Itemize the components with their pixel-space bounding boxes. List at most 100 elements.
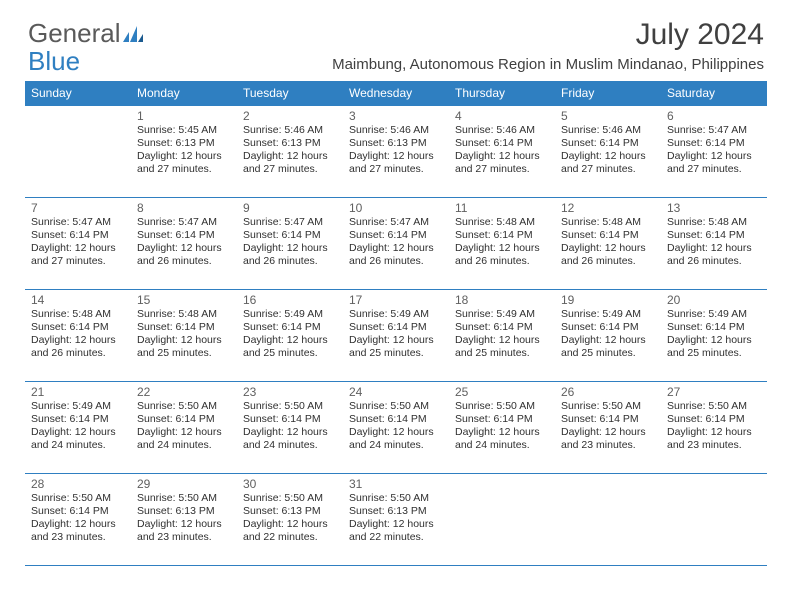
sunrise-text: Sunrise: 5:50 AM (349, 400, 443, 413)
week-row: 1Sunrise: 5:45 AMSunset: 6:13 PMDaylight… (25, 106, 767, 198)
daylight-text: Daylight: 12 hours and 24 minutes. (137, 426, 231, 452)
day-cell: 20Sunrise: 5:49 AMSunset: 6:14 PMDayligh… (661, 290, 767, 382)
day-cell: 23Sunrise: 5:50 AMSunset: 6:14 PMDayligh… (237, 382, 343, 474)
day-number: 3 (349, 109, 443, 123)
day-cell (555, 474, 661, 566)
sunrise-text: Sunrise: 5:47 AM (243, 216, 337, 229)
day-info: Sunrise: 5:49 AMSunset: 6:14 PMDaylight:… (667, 308, 761, 361)
sunrise-text: Sunrise: 5:47 AM (137, 216, 231, 229)
day-number: 20 (667, 293, 761, 307)
sunrise-text: Sunrise: 5:48 AM (667, 216, 761, 229)
week-row: 28Sunrise: 5:50 AMSunset: 6:14 PMDayligh… (25, 474, 767, 566)
sunset-text: Sunset: 6:14 PM (31, 321, 125, 334)
daylight-text: Daylight: 12 hours and 26 minutes. (455, 242, 549, 268)
sunrise-text: Sunrise: 5:50 AM (137, 492, 231, 505)
day-cell: 30Sunrise: 5:50 AMSunset: 6:13 PMDayligh… (237, 474, 343, 566)
daylight-text: Daylight: 12 hours and 26 minutes. (243, 242, 337, 268)
day-header: Monday (131, 81, 237, 106)
sunset-text: Sunset: 6:13 PM (349, 505, 443, 518)
day-info: Sunrise: 5:46 AMSunset: 6:13 PMDaylight:… (349, 124, 443, 177)
sunrise-text: Sunrise: 5:46 AM (455, 124, 549, 137)
sunset-text: Sunset: 6:14 PM (137, 413, 231, 426)
brand-text1: General (28, 18, 121, 49)
daylight-text: Daylight: 12 hours and 27 minutes. (243, 150, 337, 176)
day-cell: 21Sunrise: 5:49 AMSunset: 6:14 PMDayligh… (25, 382, 131, 474)
daylight-text: Daylight: 12 hours and 25 minutes. (137, 334, 231, 360)
sunrise-text: Sunrise: 5:50 AM (349, 492, 443, 505)
day-cell: 18Sunrise: 5:49 AMSunset: 6:14 PMDayligh… (449, 290, 555, 382)
day-info: Sunrise: 5:47 AMSunset: 6:14 PMDaylight:… (137, 216, 231, 269)
day-cell: 6Sunrise: 5:47 AMSunset: 6:14 PMDaylight… (661, 106, 767, 198)
daylight-text: Daylight: 12 hours and 25 minutes. (667, 334, 761, 360)
day-number: 17 (349, 293, 443, 307)
sunset-text: Sunset: 6:14 PM (667, 137, 761, 150)
day-cell: 26Sunrise: 5:50 AMSunset: 6:14 PMDayligh… (555, 382, 661, 474)
sunrise-text: Sunrise: 5:49 AM (243, 308, 337, 321)
day-info: Sunrise: 5:46 AMSunset: 6:14 PMDaylight:… (455, 124, 549, 177)
day-cell: 19Sunrise: 5:49 AMSunset: 6:14 PMDayligh… (555, 290, 661, 382)
sunrise-text: Sunrise: 5:47 AM (667, 124, 761, 137)
sunset-text: Sunset: 6:14 PM (31, 229, 125, 242)
day-cell: 8Sunrise: 5:47 AMSunset: 6:14 PMDaylight… (131, 198, 237, 290)
daylight-text: Daylight: 12 hours and 27 minutes. (455, 150, 549, 176)
sunrise-text: Sunrise: 5:45 AM (137, 124, 231, 137)
sunset-text: Sunset: 6:14 PM (561, 321, 655, 334)
sunrise-text: Sunrise: 5:50 AM (243, 400, 337, 413)
day-number: 21 (31, 385, 125, 399)
day-header: Sunday (25, 81, 131, 106)
sunrise-text: Sunrise: 5:48 AM (31, 308, 125, 321)
day-info: Sunrise: 5:50 AMSunset: 6:14 PMDaylight:… (561, 400, 655, 453)
day-info: Sunrise: 5:50 AMSunset: 6:14 PMDaylight:… (31, 492, 125, 545)
daylight-text: Daylight: 12 hours and 24 minutes. (349, 426, 443, 452)
daylight-text: Daylight: 12 hours and 27 minutes. (349, 150, 443, 176)
sunrise-text: Sunrise: 5:46 AM (561, 124, 655, 137)
daylight-text: Daylight: 12 hours and 25 minutes. (349, 334, 443, 360)
daylight-text: Daylight: 12 hours and 22 minutes. (349, 518, 443, 544)
day-cell: 25Sunrise: 5:50 AMSunset: 6:14 PMDayligh… (449, 382, 555, 474)
day-cell: 22Sunrise: 5:50 AMSunset: 6:14 PMDayligh… (131, 382, 237, 474)
day-header: Tuesday (237, 81, 343, 106)
calendar-table: Sunday Monday Tuesday Wednesday Thursday… (25, 81, 767, 566)
brand-logo: General (28, 18, 145, 49)
day-cell: 16Sunrise: 5:49 AMSunset: 6:14 PMDayligh… (237, 290, 343, 382)
day-cell: 3Sunrise: 5:46 AMSunset: 6:13 PMDaylight… (343, 106, 449, 198)
week-row: 7Sunrise: 5:47 AMSunset: 6:14 PMDaylight… (25, 198, 767, 290)
day-info: Sunrise: 5:50 AMSunset: 6:14 PMDaylight:… (349, 400, 443, 453)
day-info: Sunrise: 5:49 AMSunset: 6:14 PMDaylight:… (561, 308, 655, 361)
sunset-text: Sunset: 6:13 PM (137, 505, 231, 518)
day-number: 13 (667, 201, 761, 215)
sunset-text: Sunset: 6:14 PM (561, 229, 655, 242)
day-cell: 5Sunrise: 5:46 AMSunset: 6:14 PMDaylight… (555, 106, 661, 198)
day-cell: 31Sunrise: 5:50 AMSunset: 6:13 PMDayligh… (343, 474, 449, 566)
day-header: Thursday (449, 81, 555, 106)
sunset-text: Sunset: 6:14 PM (455, 413, 549, 426)
day-number: 6 (667, 109, 761, 123)
day-number: 27 (667, 385, 761, 399)
day-number: 23 (243, 385, 337, 399)
brand-chart-icon (123, 18, 145, 49)
day-number: 4 (455, 109, 549, 123)
day-cell: 12Sunrise: 5:48 AMSunset: 6:14 PMDayligh… (555, 198, 661, 290)
day-number: 26 (561, 385, 655, 399)
day-info: Sunrise: 5:48 AMSunset: 6:14 PMDaylight:… (31, 308, 125, 361)
day-number: 10 (349, 201, 443, 215)
daylight-text: Daylight: 12 hours and 24 minutes. (455, 426, 549, 452)
daylight-text: Daylight: 12 hours and 27 minutes. (31, 242, 125, 268)
day-header: Saturday (661, 81, 767, 106)
daylight-text: Daylight: 12 hours and 26 minutes. (667, 242, 761, 268)
day-header-row: Sunday Monday Tuesday Wednesday Thursday… (25, 81, 767, 106)
day-info: Sunrise: 5:49 AMSunset: 6:14 PMDaylight:… (31, 400, 125, 453)
daylight-text: Daylight: 12 hours and 22 minutes. (243, 518, 337, 544)
daylight-text: Daylight: 12 hours and 25 minutes. (455, 334, 549, 360)
day-number: 14 (31, 293, 125, 307)
day-info: Sunrise: 5:47 AMSunset: 6:14 PMDaylight:… (667, 124, 761, 177)
day-info: Sunrise: 5:50 AMSunset: 6:14 PMDaylight:… (455, 400, 549, 453)
sunset-text: Sunset: 6:14 PM (243, 321, 337, 334)
sunrise-text: Sunrise: 5:48 AM (137, 308, 231, 321)
sunrise-text: Sunrise: 5:50 AM (561, 400, 655, 413)
day-info: Sunrise: 5:49 AMSunset: 6:14 PMDaylight:… (349, 308, 443, 361)
day-info: Sunrise: 5:50 AMSunset: 6:13 PMDaylight:… (243, 492, 337, 545)
day-info: Sunrise: 5:48 AMSunset: 6:14 PMDaylight:… (561, 216, 655, 269)
day-cell: 29Sunrise: 5:50 AMSunset: 6:13 PMDayligh… (131, 474, 237, 566)
month-title: July 2024 (636, 18, 764, 52)
